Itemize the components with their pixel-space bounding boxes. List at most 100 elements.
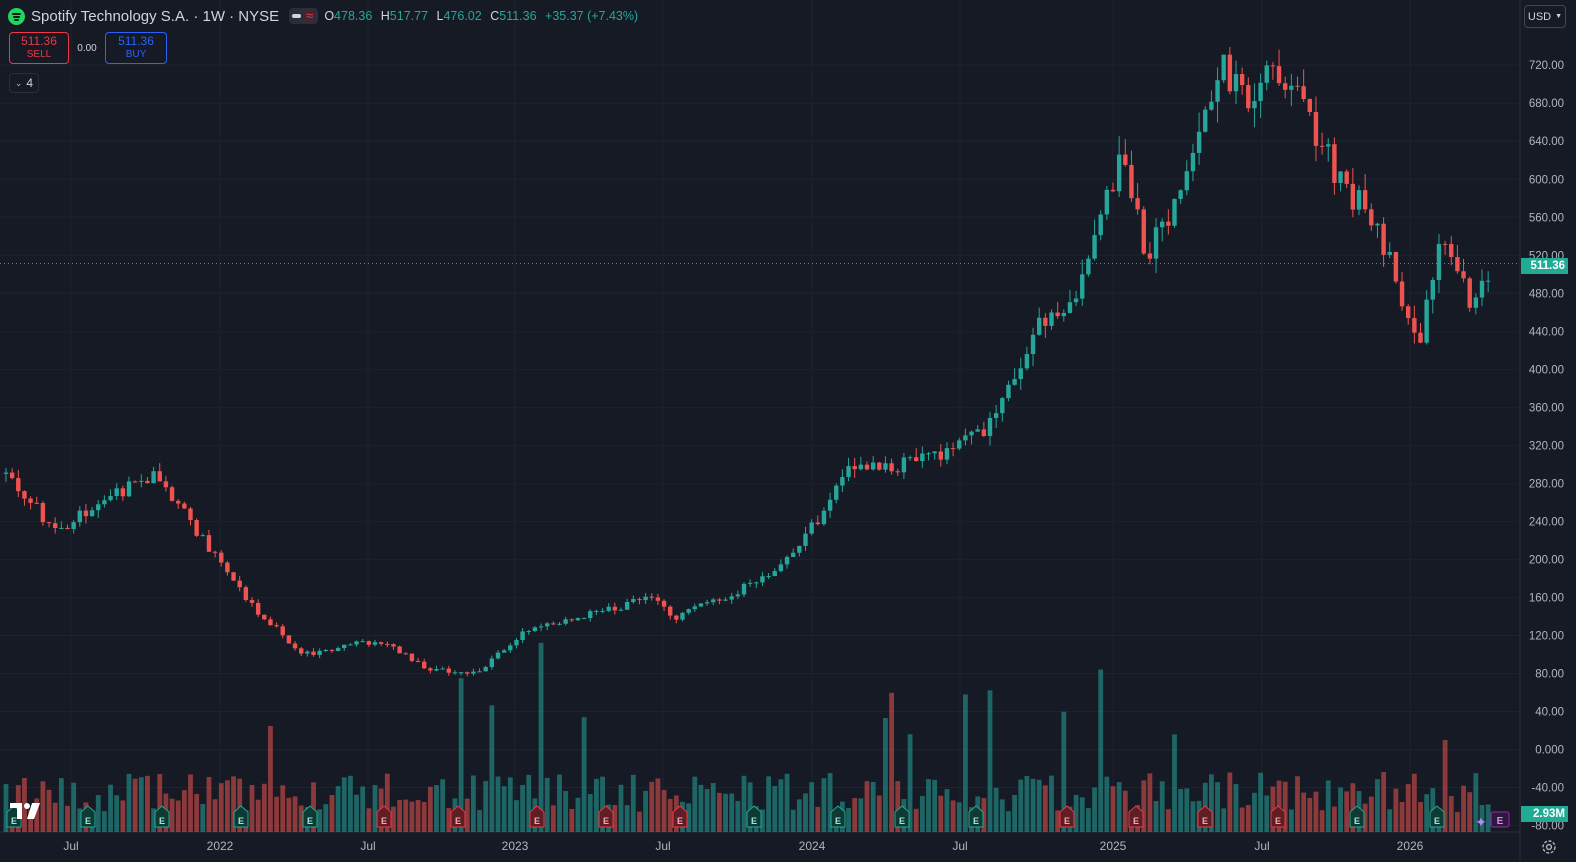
earnings-icon[interactable]: E xyxy=(746,805,762,828)
high-value: 517.77 xyxy=(389,9,429,23)
earnings-marker-shape xyxy=(376,805,392,828)
earnings-icon[interactable]: E xyxy=(529,805,545,828)
earnings-marker-shape xyxy=(233,805,249,828)
volume-bar xyxy=(483,781,489,832)
price-axis-tick-label: 480.00 xyxy=(1529,288,1564,300)
time-axis-tick-label: Jul xyxy=(1254,839,1269,853)
candle-body xyxy=(391,644,396,647)
time-axis-tick-label: 2024 xyxy=(799,839,826,853)
candle-body xyxy=(483,667,488,672)
time-axis-tick-label: Jul xyxy=(952,839,967,853)
volume-bar xyxy=(907,734,913,832)
low-label: L xyxy=(436,9,444,23)
candle-body xyxy=(1344,171,1349,184)
price-axis-tick-label: 200.00 xyxy=(1529,554,1564,566)
candle-body xyxy=(465,672,470,674)
candle-body xyxy=(674,615,679,620)
candle-body xyxy=(1055,312,1060,317)
volume-bar xyxy=(169,798,175,832)
candle-body xyxy=(932,451,937,454)
earnings-icon[interactable]: E xyxy=(968,805,984,828)
open-value: 478.36 xyxy=(334,9,373,23)
series-visibility-toggle[interactable]: ≈ xyxy=(289,8,319,24)
earnings-icon[interactable]: E xyxy=(1429,805,1445,828)
candle-body xyxy=(717,599,722,601)
candle-body xyxy=(1049,312,1054,326)
open-label: O xyxy=(324,9,335,23)
earnings-icon[interactable]: E xyxy=(302,805,318,828)
volume-bar xyxy=(1055,810,1061,832)
volume-bar xyxy=(40,781,46,832)
earnings-icon[interactable]: E xyxy=(450,805,466,828)
candle-body xyxy=(514,639,519,646)
candle-body xyxy=(1030,334,1036,355)
earnings-marker-label: E xyxy=(307,816,313,826)
candle-body xyxy=(655,597,661,601)
candle-body xyxy=(1043,317,1048,326)
settings-icon[interactable] xyxy=(1540,838,1558,856)
candle-body xyxy=(1227,54,1233,92)
candle-body xyxy=(704,602,710,604)
candle-body xyxy=(329,649,335,651)
volume-bar xyxy=(1153,801,1159,832)
volume-bar xyxy=(108,784,113,832)
indicators-count: 4 xyxy=(26,76,34,90)
earnings-icon[interactable]: E xyxy=(894,805,910,828)
upcoming-earnings-icon[interactable] xyxy=(1490,811,1510,828)
volume-bar xyxy=(735,800,741,832)
buy-button[interactable]: 511.36 BUY xyxy=(105,32,167,64)
price-axis-tick-label: 280.00 xyxy=(1529,478,1564,490)
candle-body xyxy=(649,596,654,598)
candle-body xyxy=(1338,171,1343,183)
minus-icon xyxy=(292,14,302,18)
earnings-marker-label: E xyxy=(899,816,905,826)
volume-bar xyxy=(280,785,286,832)
candle-body xyxy=(378,642,384,644)
earnings-icon[interactable]: E xyxy=(376,805,392,828)
indicators-toggle-button[interactable]: ⌄ 4 xyxy=(9,73,39,93)
candle-body xyxy=(846,466,851,478)
earnings-icon[interactable]: E xyxy=(672,805,688,828)
candle-body xyxy=(686,609,691,613)
volume-bar xyxy=(784,773,790,832)
earnings-icon[interactable]: E xyxy=(233,805,249,828)
volume-bar xyxy=(1098,669,1104,832)
candle-body xyxy=(754,582,759,584)
candle-body xyxy=(1387,252,1392,255)
volume-bar xyxy=(1362,803,1368,832)
volume-bar xyxy=(1042,785,1048,832)
earnings-icon[interactable]: E xyxy=(598,805,614,828)
volume-bar xyxy=(1350,783,1356,832)
earnings-marker-label: E xyxy=(835,816,841,826)
candle-body xyxy=(212,551,218,553)
sell-button[interactable]: 511.36 SELL xyxy=(9,32,69,64)
volume-bar xyxy=(458,678,464,832)
earnings-icon[interactable]: E xyxy=(830,805,846,828)
volume-bar xyxy=(864,781,870,832)
volume-bar xyxy=(963,694,968,832)
earnings-icon[interactable]: E xyxy=(1197,805,1213,828)
earnings-icon[interactable]: E xyxy=(154,805,170,828)
candle-body xyxy=(1406,306,1411,319)
sparkle-icon: ✦ xyxy=(1475,815,1487,831)
volume-bar xyxy=(932,779,938,832)
price-axis-tick-label: 440.00 xyxy=(1529,326,1564,338)
candle-body xyxy=(809,522,814,534)
earnings-icon[interactable]: E xyxy=(1059,805,1075,828)
symbol-title[interactable]: Spotify Technology S.A. · 1W · NYSE xyxy=(31,7,280,25)
earnings-icon[interactable]: E xyxy=(1349,805,1365,828)
tradingview-logo-icon[interactable] xyxy=(8,800,46,822)
candle-body xyxy=(532,627,538,632)
earnings-icon[interactable]: E xyxy=(80,805,96,828)
earnings-icon[interactable]: E xyxy=(1270,805,1286,828)
candle-body xyxy=(1319,145,1325,147)
volume-bar xyxy=(1215,782,1220,832)
earnings-icon[interactable]: E xyxy=(1128,805,1144,828)
candle-body xyxy=(834,485,839,500)
candle-body xyxy=(827,499,833,511)
candle-body xyxy=(772,571,777,577)
currency-button[interactable]: USD ▼ xyxy=(1524,5,1566,28)
candle-body xyxy=(1110,189,1116,192)
earnings-marker-shape xyxy=(80,805,96,828)
